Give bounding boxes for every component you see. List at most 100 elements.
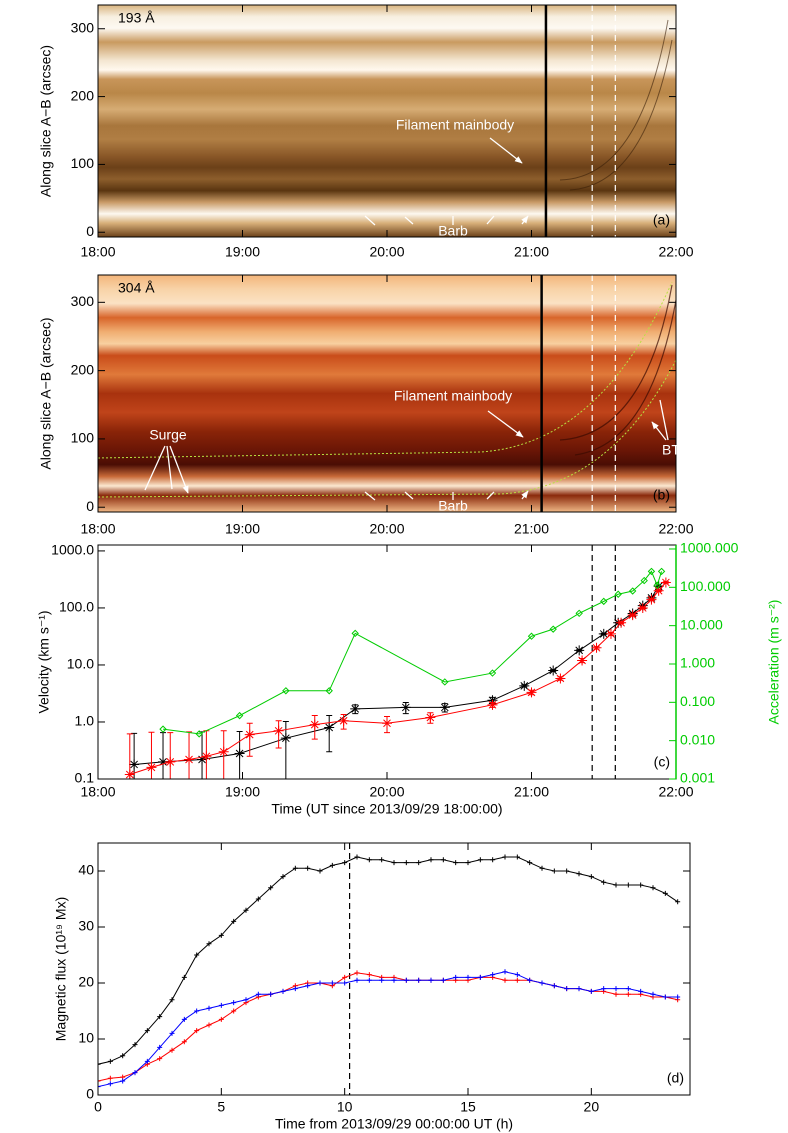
y-tick-label: 200 [71, 361, 95, 377]
data-point [231, 1008, 237, 1014]
data-point [439, 702, 450, 713]
data-point [440, 857, 446, 863]
data-point [488, 669, 497, 677]
error-bar [220, 730, 227, 779]
data-point [98, 1084, 101, 1090]
data-point [391, 860, 397, 866]
annotation: Barb [438, 223, 468, 239]
data-point [465, 860, 471, 866]
y-tick-label: 1000.0 [51, 542, 94, 558]
y2-tick-label: 0.001 [680, 770, 715, 786]
data-point [218, 932, 224, 938]
y-axis-title: Magnetic flux (10¹⁹ Mx) [53, 897, 69, 1041]
data-point [366, 857, 372, 863]
data-point [325, 687, 333, 695]
data-point [551, 983, 557, 989]
data-point [637, 602, 648, 613]
x-tick-label: 18:00 [80, 521, 115, 537]
y2-tick-label: 0.100 [680, 693, 715, 709]
data-point [342, 980, 348, 986]
error-bar [326, 714, 333, 753]
x-tick-label: 19:00 [225, 784, 260, 800]
data-point [338, 715, 349, 726]
data-point [235, 711, 244, 720]
series-line [98, 972, 678, 1082]
channel-label: 304 Å [118, 280, 155, 296]
data-point [613, 991, 619, 997]
data-point [576, 986, 582, 992]
data-point [292, 865, 298, 871]
data-point [329, 862, 335, 868]
data-point [206, 941, 212, 947]
data-point [657, 567, 666, 576]
data-point [218, 746, 229, 757]
data-point [627, 610, 638, 621]
data-point [647, 567, 656, 576]
data-point [206, 1005, 212, 1011]
data-point [181, 974, 187, 980]
data-point [428, 857, 434, 863]
data-point [366, 977, 372, 983]
data-point [206, 1022, 212, 1028]
data-point [440, 977, 446, 983]
x-axis-title: Time from 2013/09/29 00:00:00 UT (h) [275, 1116, 513, 1132]
y2-tick-label: 0.010 [680, 731, 715, 747]
frame [97, 544, 677, 780]
y-tick-label: 300 [71, 293, 95, 309]
y-tick-label: 100 [71, 430, 95, 446]
data-point [465, 974, 471, 980]
data-point [453, 860, 459, 866]
data-point [169, 1030, 175, 1036]
data-point [342, 974, 348, 980]
data-point [120, 1053, 126, 1059]
data-point [231, 918, 237, 924]
x-tick-label: 20:00 [369, 521, 404, 537]
data-point [646, 594, 657, 605]
map-304 [98, 275, 676, 512]
data-point [169, 1047, 175, 1053]
data-point [487, 699, 498, 710]
y-tick-label: 100.0 [59, 599, 94, 615]
data-point [564, 868, 570, 874]
plot-area [544, 5, 616, 237]
data-point [280, 988, 286, 994]
data-point [616, 617, 627, 628]
series-line [98, 971, 678, 1088]
x-tick-label: 22:00 [658, 244, 693, 260]
data-point [165, 756, 176, 767]
arrow [364, 216, 528, 226]
data-point [194, 1008, 200, 1014]
data-point [575, 609, 583, 618]
x-tick-label: 20 [584, 1099, 600, 1115]
data-point [181, 1039, 187, 1045]
data-point [601, 879, 607, 885]
frame [97, 842, 691, 1096]
error-bar [148, 731, 155, 779]
data-point [588, 988, 594, 994]
data-point [650, 991, 656, 997]
data-point [502, 854, 508, 860]
x-tick-label: 18:00 [80, 244, 115, 260]
data-point [625, 986, 631, 992]
data-point [382, 718, 392, 729]
data-point [201, 751, 212, 762]
x-tick-label: 21:00 [514, 784, 549, 800]
arrow [652, 399, 669, 441]
y2-tick-label: 100.000 [680, 578, 731, 594]
data-point [244, 729, 255, 740]
data-point [273, 725, 284, 736]
x-tick-label: 20:00 [369, 784, 404, 800]
panel-label: (a) [653, 212, 670, 228]
series-line [129, 582, 667, 775]
data-point [194, 952, 200, 958]
series-line [162, 570, 663, 735]
y2-tick-label: 10.000 [680, 616, 723, 632]
data-point [490, 972, 496, 978]
trace [559, 19, 673, 191]
x-tick-label: 20:00 [369, 244, 404, 260]
data-point [638, 988, 644, 994]
x-tick-label: 5 [217, 1099, 225, 1115]
data-point [577, 655, 588, 666]
data-point [309, 719, 320, 730]
